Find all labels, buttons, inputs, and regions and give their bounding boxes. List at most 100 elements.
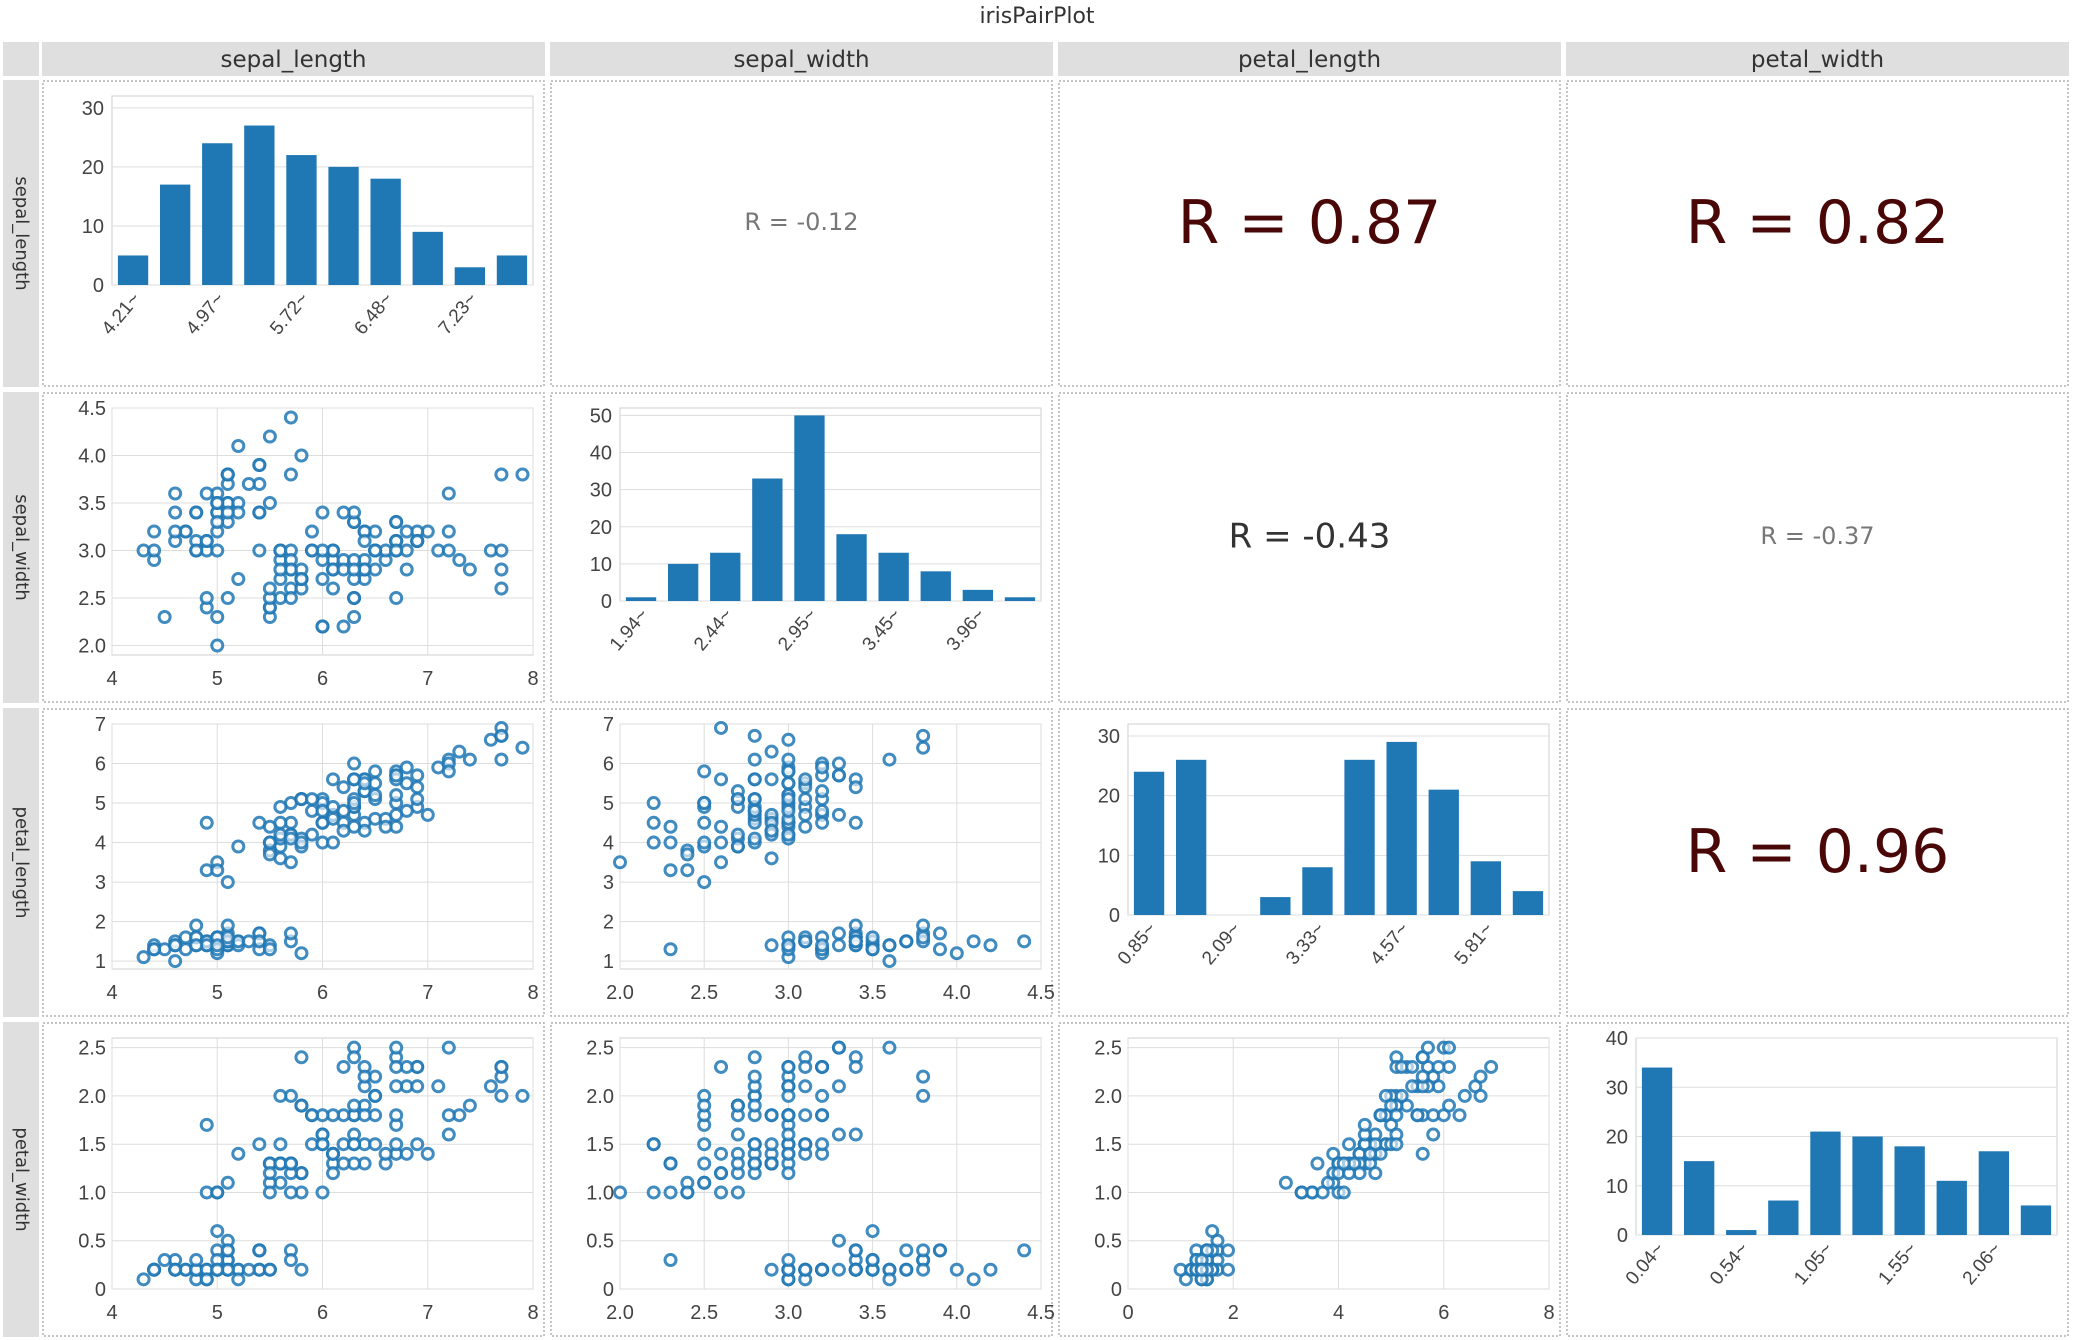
scatter-point — [747, 831, 762, 846]
panel-frame — [42, 80, 545, 387]
scatter-point — [252, 1243, 267, 1258]
scatter-point — [347, 562, 362, 577]
y-tick-label: 3.5 — [78, 493, 106, 515]
x-tick-label: 4.5 — [1027, 982, 1055, 1004]
y-tick-label: 2.0 — [78, 636, 106, 658]
scatter-point — [1342, 1137, 1357, 1152]
scatter-point — [882, 954, 897, 969]
scatter-point — [646, 796, 661, 811]
x-tick-label: 8 — [527, 1302, 538, 1324]
scatter-point — [798, 1079, 813, 1094]
scatter-point — [714, 772, 729, 787]
histogram-bar — [159, 184, 191, 285]
scatter-point — [357, 776, 372, 791]
scatter-point — [1220, 1262, 1235, 1277]
scatter-point — [189, 543, 204, 558]
scatter-point — [199, 1272, 214, 1287]
scatter-point — [1426, 1127, 1441, 1142]
histogram-bar — [1852, 1136, 1883, 1235]
y-tick-label: 1.0 — [78, 1182, 106, 1204]
scatter-point — [697, 1098, 712, 1113]
scatter-point — [220, 875, 235, 890]
scatter-point — [899, 1262, 914, 1277]
scatter-point — [1442, 1098, 1457, 1113]
histogram-bar — [1936, 1180, 1967, 1235]
panel-frame — [42, 1022, 545, 1337]
scatter-point — [1017, 934, 1032, 949]
x-bin-label: 2.09~ — [1198, 919, 1245, 969]
x-tick-label: 6 — [317, 982, 328, 1004]
x-tick-label: 4 — [1333, 1302, 1344, 1324]
scatter-point — [220, 505, 235, 520]
y-tick-label: 20 — [590, 517, 612, 539]
scatter-point — [410, 768, 425, 783]
scatter-point — [168, 938, 183, 953]
scatter-point — [494, 467, 509, 482]
scatter-point — [315, 803, 330, 818]
x-tick-label: 6 — [317, 1302, 328, 1324]
scatter-point — [697, 875, 712, 890]
scatter-point — [494, 581, 509, 596]
scatter-point — [798, 934, 813, 949]
scatter-point — [932, 942, 947, 957]
x-tick-label: 5 — [212, 1302, 223, 1324]
scatter-point — [781, 1108, 796, 1123]
scatter-point — [916, 1243, 931, 1258]
panel-frame — [1058, 80, 1561, 387]
scatter-point — [304, 524, 319, 539]
scatter-point — [730, 827, 745, 842]
scatter-point — [747, 772, 762, 787]
panel-frame — [550, 80, 1053, 387]
y-tick-label: 4 — [95, 833, 106, 855]
scatter-point — [848, 1127, 863, 1142]
scatter-point — [815, 1088, 830, 1103]
x-tick-label: 2 — [1228, 1302, 1239, 1324]
row-label-sepal_length: sepal_length — [11, 176, 32, 290]
scatter-point — [798, 1137, 813, 1152]
scatter-point — [389, 543, 404, 558]
y-tick-label: 0 — [95, 1279, 106, 1301]
scatter-point — [378, 1146, 393, 1161]
scatter-point — [315, 1137, 330, 1152]
scatter-point — [273, 1137, 288, 1152]
y-tick-label: 10 — [1606, 1176, 1628, 1198]
scatter-point — [210, 1262, 225, 1277]
scatter-point — [1420, 1040, 1435, 1055]
scatter-point — [1394, 1088, 1409, 1103]
y-tick-label: 2.0 — [78, 1086, 106, 1108]
scatter-point — [252, 543, 267, 558]
scatter-point — [294, 946, 309, 961]
scatter-point — [336, 505, 351, 520]
scatter-point — [815, 760, 830, 775]
scatter-point — [147, 942, 162, 957]
scatter-point — [199, 591, 214, 605]
scatter-point — [764, 851, 779, 866]
scatter-point — [294, 1098, 309, 1113]
y-tick-label: 2 — [603, 912, 614, 934]
scatter-point — [210, 863, 225, 878]
scatter-point — [781, 827, 796, 842]
scatter-point — [966, 1272, 981, 1287]
scatter-point — [831, 807, 846, 822]
scatter-point — [764, 744, 779, 759]
x-bin-label: 7.23~ — [435, 289, 482, 339]
scatter-point — [916, 1262, 931, 1277]
scatter-point — [336, 780, 351, 795]
scatter-point — [410, 1137, 425, 1152]
scatter-point — [252, 458, 267, 472]
scatter-petal_length-vs-sepal_length: 1 2 3 4 5 6 7 4 5 6 7 8 — [95, 714, 539, 1004]
scatter-point — [326, 1146, 341, 1161]
y-tick-label: 7 — [95, 714, 106, 736]
correlation-label: R = 0.96 — [1686, 817, 1950, 887]
scatter-point — [283, 410, 298, 425]
scatter-point — [798, 1059, 813, 1074]
y-tick-label: 10 — [1098, 845, 1120, 867]
scatter-point — [613, 855, 627, 870]
scatter-point — [494, 562, 509, 577]
scatter-point — [815, 1137, 830, 1152]
scatter-point — [815, 815, 830, 830]
y-tick-label: 3.0 — [78, 541, 106, 563]
histogram-bar — [1133, 771, 1165, 915]
scatter-point — [262, 496, 277, 510]
y-tick-label: 0.5 — [586, 1231, 614, 1253]
